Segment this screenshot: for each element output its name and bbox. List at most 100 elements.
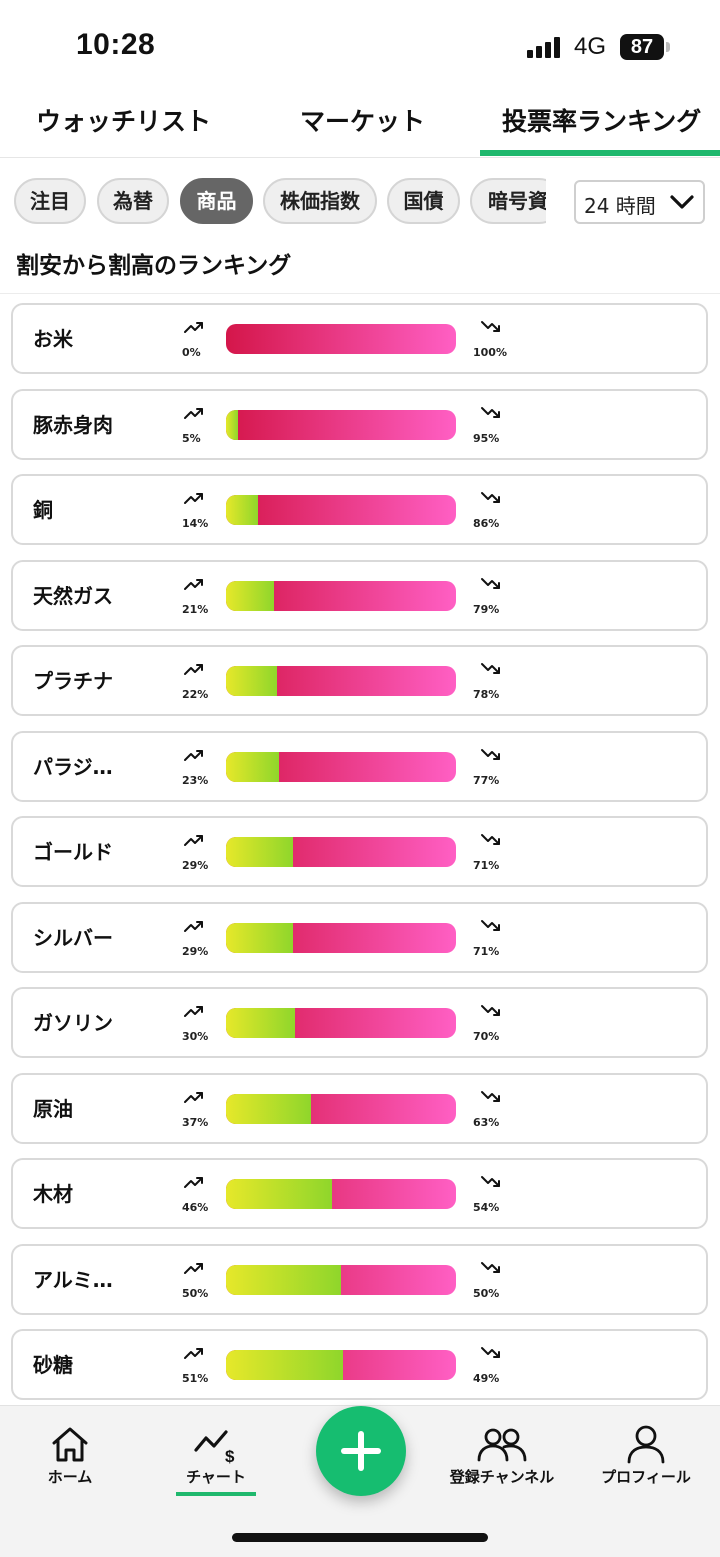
- instrument-name: 木材: [33, 1182, 73, 1206]
- tab-market[interactable]: マーケット: [300, 107, 426, 136]
- trend-up-icon: [184, 1177, 203, 1188]
- vote-ratio-bar: [226, 1094, 456, 1124]
- down-percent: 95%: [473, 432, 500, 445]
- up-percent: 29%: [182, 945, 209, 958]
- top-tabs: ウォッチリスト マーケット 投票率ランキング: [0, 90, 720, 158]
- instrument-name: ガソリン: [33, 1011, 113, 1035]
- ranking-row[interactable]: ゴールド 29% 71%: [11, 816, 708, 887]
- instrument-name: プラチナ: [33, 669, 113, 693]
- trend-down-icon: [481, 407, 500, 418]
- down-percent: 71%: [473, 945, 500, 958]
- ranking-row[interactable]: 砂糖 51% 49%: [11, 1329, 708, 1400]
- period-select[interactable]: 24 時間: [574, 180, 705, 224]
- ranking-row[interactable]: お米 0% 100%: [11, 303, 708, 374]
- vote-ratio-up-fill: [226, 1008, 295, 1038]
- vote-ratio-up-fill: [226, 1265, 341, 1295]
- vote-ratio-bar: [226, 1179, 456, 1209]
- vote-ratio-bar: [226, 752, 456, 782]
- vote-ratio-bar: [226, 837, 456, 867]
- down-percent: 71%: [473, 859, 500, 872]
- add-button[interactable]: [316, 1406, 406, 1496]
- up-percent: 30%: [182, 1030, 209, 1043]
- battery-icon: 87: [620, 34, 664, 60]
- section-divider: [0, 293, 720, 294]
- trend-up-icon: [184, 750, 203, 761]
- category-filter-bar: 注目 為替 商品 株価指数 国債 暗号資 24 時間: [0, 170, 720, 232]
- profile-icon: [627, 1425, 665, 1464]
- tab-vote-ranking[interactable]: 投票率ランキング: [502, 107, 702, 136]
- ranking-row[interactable]: シルバー 29% 71%: [11, 902, 708, 973]
- trend-up-icon: [184, 921, 203, 932]
- vote-ratio-up-fill: [226, 837, 293, 867]
- instrument-name: ゴールド: [33, 840, 113, 864]
- trend-up-icon: [184, 322, 203, 333]
- chip-forex[interactable]: 為替: [97, 178, 169, 224]
- ranking-row[interactable]: 天然ガス 21% 79%: [11, 560, 708, 631]
- trend-up-icon: [184, 1263, 203, 1274]
- trend-down-icon: [481, 1347, 500, 1358]
- instrument-name: 原油: [33, 1097, 73, 1121]
- trend-up-icon: [184, 493, 203, 504]
- chip-bonds[interactable]: 国債: [387, 178, 460, 224]
- trend-down-icon: [481, 492, 500, 503]
- up-percent: 21%: [182, 603, 209, 616]
- trend-down-icon: [481, 1262, 500, 1273]
- home-indicator: [232, 1533, 488, 1542]
- instrument-name: 銅: [33, 498, 53, 522]
- active-nav-indicator: [176, 1492, 256, 1496]
- down-percent: 86%: [473, 517, 500, 530]
- ranking-row[interactable]: プラチナ 22% 78%: [11, 645, 708, 716]
- nav-profile-label: プロフィール: [601, 1468, 691, 1486]
- nav-home[interactable]: ホーム: [30, 1424, 110, 1487]
- instrument-name: シルバー: [33, 926, 113, 950]
- ranking-row[interactable]: 豚赤身肉 5% 95%: [11, 389, 708, 460]
- down-percent: 100%: [473, 346, 507, 359]
- trend-down-icon: [481, 1005, 500, 1016]
- category-chip-scroller[interactable]: 注目 為替 商品 株価指数 国債 暗号資: [0, 170, 546, 232]
- trend-up-icon: [184, 1092, 203, 1103]
- svg-text:$: $: [225, 1447, 235, 1464]
- trend-up-icon: [184, 1006, 203, 1017]
- up-percent: 22%: [182, 688, 209, 701]
- ranking-row[interactable]: 木材 46% 54%: [11, 1158, 708, 1229]
- instrument-name: パラジ…: [33, 755, 113, 779]
- vote-ratio-bar: [226, 324, 456, 354]
- network-type: 4G: [574, 33, 607, 60]
- down-percent: 78%: [473, 688, 500, 701]
- vote-ratio-bar: [226, 495, 456, 525]
- chip-crypto[interactable]: 暗号資: [470, 178, 546, 224]
- nav-channels[interactable]: 登録チャンネル: [440, 1424, 564, 1487]
- instrument-name: 豚赤身肉: [33, 413, 113, 437]
- trend-down-icon: [481, 1091, 500, 1102]
- down-percent: 77%: [473, 774, 500, 787]
- ranking-row[interactable]: 原油 37% 63%: [11, 1073, 708, 1144]
- nav-home-label: ホーム: [47, 1468, 93, 1486]
- ranking-row[interactable]: ガソリン 30% 70%: [11, 987, 708, 1058]
- vote-ratio-up-fill: [226, 923, 293, 953]
- section-title: 割安から割高のランキング: [16, 253, 292, 279]
- vote-ratio-up-fill: [226, 1179, 332, 1209]
- users-icon: [477, 1428, 527, 1462]
- up-percent: 46%: [182, 1201, 209, 1214]
- chip-featured[interactable]: 注目: [14, 178, 86, 224]
- trend-down-icon: [481, 578, 500, 589]
- instrument-name: お米: [33, 327, 73, 351]
- period-value: 24 時間: [584, 194, 656, 218]
- trend-up-icon: [184, 664, 203, 675]
- up-percent: 14%: [182, 517, 209, 530]
- ranking-row[interactable]: パラジ… 23% 77%: [11, 731, 708, 802]
- tab-watchlist[interactable]: ウォッチリスト: [36, 107, 212, 136]
- active-tab-indicator: [480, 150, 720, 156]
- down-percent: 54%: [473, 1201, 500, 1214]
- nav-chart[interactable]: $ チャート: [170, 1424, 262, 1487]
- vote-ratio-bar: [226, 1350, 456, 1380]
- ranking-row[interactable]: 銅 14% 86%: [11, 474, 708, 545]
- chip-indices[interactable]: 株価指数: [263, 178, 377, 224]
- nav-profile[interactable]: プロフィール: [596, 1424, 696, 1487]
- vote-ratio-bar: [226, 1008, 456, 1038]
- trend-down-icon: [481, 834, 500, 845]
- down-percent: 70%: [473, 1030, 500, 1043]
- ranking-row[interactable]: アルミ… 50% 50%: [11, 1244, 708, 1315]
- vote-ratio-up-fill: [226, 1094, 311, 1124]
- chip-commodities[interactable]: 商品: [180, 178, 253, 224]
